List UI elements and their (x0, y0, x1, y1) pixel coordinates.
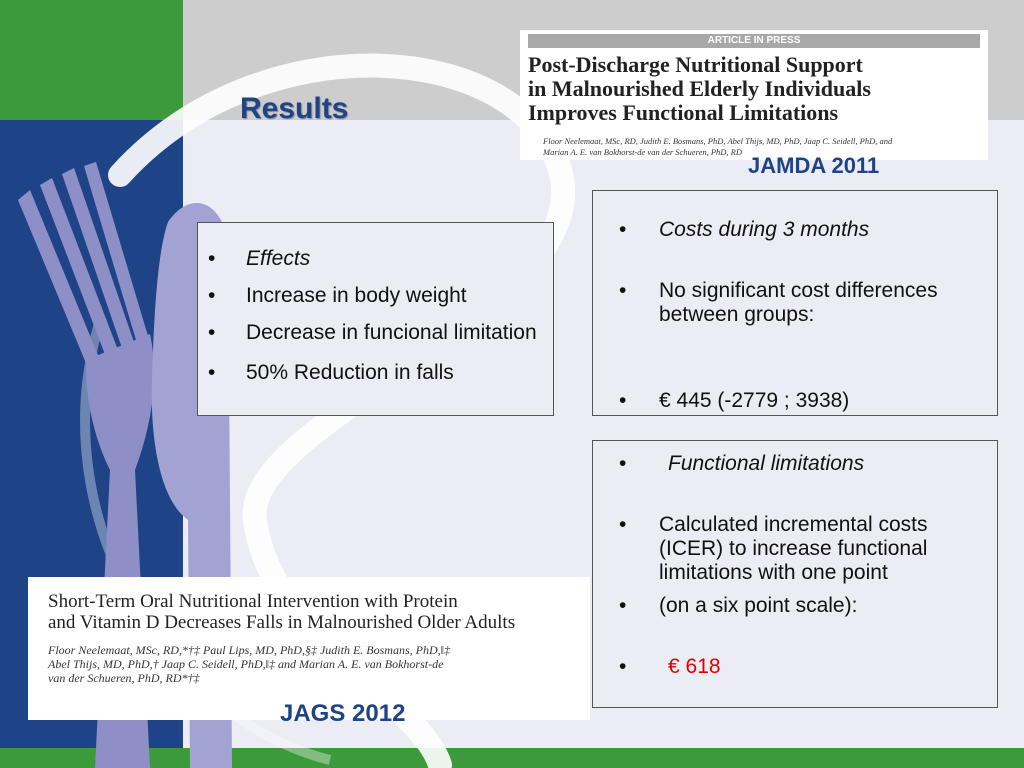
bullet-icon: • (208, 247, 216, 270)
list-item: • Increase in body weight (198, 284, 553, 308)
effects-item-text: 50% Reduction in falls (246, 361, 454, 384)
list-item: • (on a six point scale): (593, 594, 997, 618)
article-authors: Floor Neelemaat, MSc, RD, Judith E. Bosm… (543, 136, 893, 157)
article-authors: Floor Neelemaat, MSc, RD,*†‡ Paul Lips, … (48, 643, 450, 685)
bullet-icon: • (619, 655, 627, 678)
list-item: • 50% Reduction in falls (198, 361, 553, 385)
costs-item-text: No significant cost differences between … (659, 279, 938, 326)
effects-item-text: Increase in body weight (246, 284, 467, 307)
list-item: • Calculated incremental costs (ICER) to… (593, 513, 997, 585)
costs-value: € 445 (-2779 ; 3938) (659, 389, 850, 412)
list-item: • Effects (198, 247, 553, 271)
green-corner-block (0, 0, 183, 120)
bullet-icon: • (619, 513, 627, 536)
effects-box: • Effects • Increase in body weight • De… (197, 222, 554, 416)
article-title: Post-Discharge Nutritional Support in Ma… (528, 52, 871, 125)
journal-label-jags: JAGS 2012 (280, 700, 406, 727)
effects-item-text: Decrease in funcional limitation (246, 321, 537, 344)
bullet-icon: • (619, 218, 627, 241)
slide-title: Results (240, 92, 349, 125)
functional-limitations-box: • Functional limitations • Calculated in… (592, 440, 998, 708)
journal-label-jamda: JAMDA 2011 (748, 153, 880, 178)
bullet-icon: • (619, 279, 627, 302)
bullet-icon: • (619, 594, 627, 617)
bullet-icon: • (619, 389, 627, 412)
icer-value: € 618 (668, 655, 721, 678)
costs-heading: Costs during 3 months (659, 218, 870, 241)
article-clipping-jamda: ARTICLE IN PRESS Post-Discharge Nutritio… (520, 30, 988, 160)
bullet-icon: • (208, 321, 216, 344)
list-item: • € 618 (593, 655, 997, 679)
functional-item-text: Calculated incremental costs (ICER) to i… (659, 513, 928, 584)
article-clipping-jags: Short-Term Oral Nutritional Intervention… (28, 577, 590, 720)
list-item: • Functional limitations (593, 452, 997, 476)
bullet-icon: • (208, 284, 216, 307)
article-title: Short-Term Oral Nutritional Intervention… (48, 591, 516, 633)
list-item: • Decrease in funcional limitation (198, 317, 553, 348)
article-in-press-banner: ARTICLE IN PRESS (528, 34, 980, 48)
functional-heading: Functional limitations (668, 452, 865, 475)
functional-item-text: (on a six point scale): (659, 594, 858, 617)
bullet-icon: • (619, 452, 627, 475)
effects-heading: Effects (246, 247, 311, 270)
green-bottom-stripe (0, 748, 1024, 768)
list-item: • No significant cost differences betwee… (593, 279, 997, 327)
costs-box: • Costs during 3 months • No significant… (592, 190, 998, 416)
list-item: • Costs during 3 months (593, 218, 997, 242)
list-item: • € 445 (-2779 ; 3938) (593, 389, 997, 413)
bullet-icon: • (208, 361, 216, 384)
